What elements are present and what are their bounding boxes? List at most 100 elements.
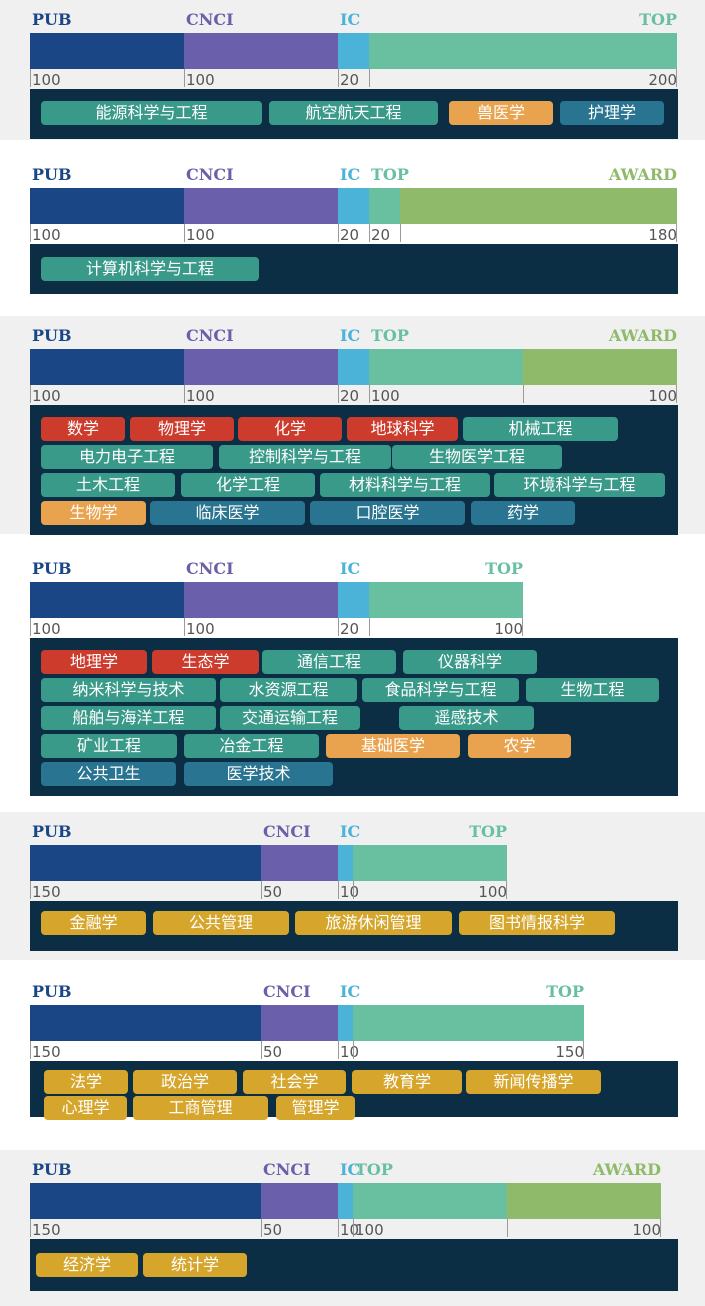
discipline-tag: 环境科学与工程 xyxy=(494,473,665,497)
discipline-tag: 土木工程 xyxy=(41,473,175,497)
discipline-tag: 船舶与海洋工程 xyxy=(41,706,216,730)
discipline-tag: 工商管理 xyxy=(133,1096,268,1120)
bar-segment-top xyxy=(353,845,507,881)
segment-value-label: 10 xyxy=(340,883,360,901)
bar-segment-ic xyxy=(338,1183,353,1219)
segment-header-label: AWARD xyxy=(608,165,677,184)
segment-value-label: 20 xyxy=(340,620,360,638)
segment-tick xyxy=(353,881,354,899)
discipline-tag: 药学 xyxy=(471,501,575,525)
discipline-tag: 控制科学与工程 xyxy=(219,445,391,469)
discipline-tag: 生物学 xyxy=(41,501,146,525)
bar-segment-top xyxy=(353,1005,584,1041)
segment-tick xyxy=(507,1219,508,1237)
discipline-tag: 化学工程 xyxy=(181,473,315,497)
chart-panel-7: 150 PUB 50 CNCI 10 IC 100 TOP 100 AWARD 经济学 统计学 xyxy=(0,1150,705,1306)
chart-panel-1: 100 PUB 100 CNCI 20 IC 200 TOP 能源科学与工程 航空航天工程 兽医学护… xyxy=(0,0,705,140)
segment-value-label: 50 xyxy=(263,883,283,901)
segment-header-label: PUB xyxy=(32,559,72,578)
segment-value-label: 50 xyxy=(263,1221,283,1239)
segment-tick xyxy=(338,881,339,899)
segment-value-label: 100 xyxy=(478,883,507,901)
discipline-box: 数学 物理学 化学 地球科学 机械工程 电力电子工程 控制科学与工程 生物医学工程 土木工程 化学… xyxy=(30,405,678,535)
discipline-tag: 生物工程 xyxy=(526,678,659,702)
discipline-box: 金融学 公共管理 旅游休闲管理 图书情报科学 xyxy=(30,901,678,951)
segment-tick xyxy=(30,881,31,899)
segment-header-label: CNCI xyxy=(186,165,234,184)
discipline-tag: 法学 xyxy=(44,1070,128,1094)
discipline-tag: 公共管理 xyxy=(153,911,289,935)
bar-segment-top xyxy=(369,349,523,385)
discipline-box: 经济学 统计学 xyxy=(30,1239,678,1291)
bar-segment-cnci xyxy=(261,845,338,881)
segment-value-label: 100 xyxy=(32,226,61,244)
bar-segment-ic xyxy=(338,582,369,618)
discipline-tag: 纳米科学与技术 xyxy=(41,678,216,702)
chart-panel-3: 100 PUB 100 CNCI 20 IC 100 TOP 100 AWARD 数学 物理学 化学 地球… xyxy=(0,316,705,535)
segment-tick-end xyxy=(676,69,677,87)
segment-tick xyxy=(30,1041,31,1059)
segment-value-label: 20 xyxy=(340,71,360,89)
segment-header-label: TOP xyxy=(355,1160,393,1179)
segment-value-label: 100 xyxy=(355,1221,384,1239)
bar-segment-top xyxy=(369,582,523,618)
discipline-tag: 食品科学与工程 xyxy=(362,678,519,702)
discipline-tag: 基础医学 xyxy=(326,734,460,758)
segment-header-label: AWARD xyxy=(592,1160,661,1179)
segment-value-label: 100 xyxy=(186,226,215,244)
chart-panel-2: 100 PUB 100 CNCI 20 IC 20 TOP 180 AWARD 计算机科学与工程 xyxy=(0,155,705,302)
segment-header-label: TOP xyxy=(639,10,677,29)
bar-segment-ic xyxy=(338,1005,353,1041)
discipline-box: 能源科学与工程 航空航天工程 兽医学 护理学 xyxy=(30,89,678,139)
bar-segment-pub xyxy=(30,582,184,618)
discipline-tag: 临床医学 xyxy=(150,501,305,525)
segment-value-label: 20 xyxy=(340,226,360,244)
segment-header-label: CNCI xyxy=(186,10,234,29)
segment-value-label: 180 xyxy=(648,226,677,244)
bar-segment-cnci xyxy=(261,1005,338,1041)
segment-value-label: 10 xyxy=(340,1043,360,1061)
segment-tick xyxy=(369,69,370,87)
segment-tick-end xyxy=(676,385,677,403)
discipline-tag: 能源科学与工程 xyxy=(41,101,262,125)
bar-segment-award xyxy=(507,1183,661,1219)
segment-tick xyxy=(261,1041,262,1059)
bar-segment-award xyxy=(400,188,677,224)
discipline-tag: 通信工程 xyxy=(262,650,396,674)
discipline-tag: 计算机科学与工程 xyxy=(41,257,259,281)
segment-header-label: PUB xyxy=(32,982,72,1001)
segment-header-label: CNCI xyxy=(186,559,234,578)
segment-tick xyxy=(261,881,262,899)
segment-header-label: CNCI xyxy=(186,326,234,345)
discipline-tag: 管理学 xyxy=(276,1096,355,1120)
segment-header-label: TOP xyxy=(546,982,584,1001)
discipline-tag: 交通运输工程 xyxy=(220,706,360,730)
segment-header-label: PUB xyxy=(32,326,72,345)
segment-value-label: 100 xyxy=(632,1221,661,1239)
discipline-tag: 遥感技术 xyxy=(399,706,534,730)
bar-segment-cnci xyxy=(184,33,338,69)
discipline-tag: 矿业工程 xyxy=(41,734,177,758)
discipline-tag: 口腔医学 xyxy=(310,501,465,525)
segment-value-label: 100 xyxy=(32,387,61,405)
discipline-tag: 兽医学 xyxy=(449,101,553,125)
discipline-tag: 社会学 xyxy=(243,1070,346,1094)
discipline-tag: 心理学 xyxy=(44,1096,127,1120)
segment-value-label: 10 xyxy=(340,1221,360,1239)
discipline-tag: 化学 xyxy=(238,417,342,441)
segment-value-label: 150 xyxy=(32,883,61,901)
segment-header-label: IC xyxy=(340,1160,361,1179)
discipline-tag: 公共卫生 xyxy=(41,762,176,786)
segment-tick xyxy=(369,224,370,242)
segment-header-label: PUB xyxy=(32,10,72,29)
bar-segment-pub xyxy=(30,845,261,881)
discipline-tag: 农学 xyxy=(468,734,571,758)
discipline-tag: 仪器科学 xyxy=(403,650,537,674)
segment-value-label: 100 xyxy=(186,71,215,89)
segment-value-label: 150 xyxy=(32,1221,61,1239)
segment-tick xyxy=(400,224,401,242)
bar-segment-pub xyxy=(30,33,184,69)
segment-header-label: IC xyxy=(340,559,361,578)
segment-header-label: PUB xyxy=(32,1160,72,1179)
segment-tick-end xyxy=(583,1041,584,1059)
